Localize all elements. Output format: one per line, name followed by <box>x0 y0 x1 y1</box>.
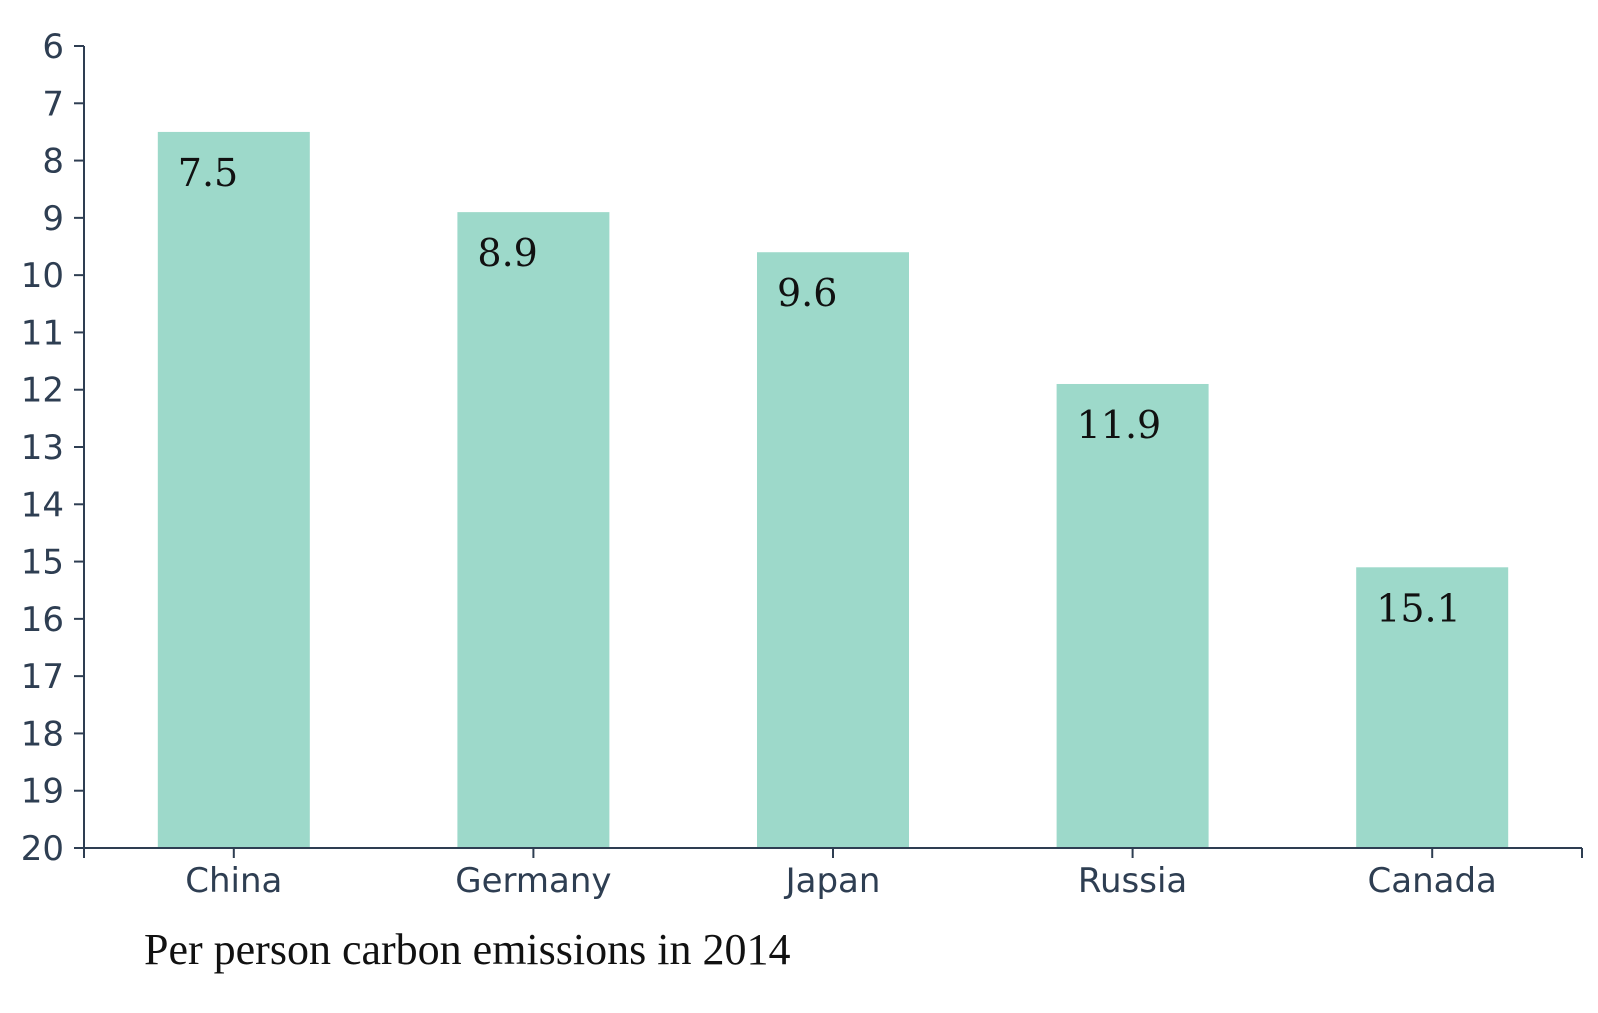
y-tick-label-15: 15 <box>21 543 64 583</box>
y-tick-label-13: 13 <box>21 428 64 468</box>
bar-canada <box>1356 567 1509 848</box>
data-labels-layer: 7.5 8.9 9.6 11.9 15.1 <box>178 151 1461 630</box>
y-tick-label-9: 9 <box>42 199 64 239</box>
y-tick-label-11: 11 <box>21 313 64 353</box>
axes-layer: China Germany Japan Russia Canada 6 7 8 9 10 11 12 1… <box>21 27 1583 901</box>
data-label-germany: 8.9 <box>477 231 537 275</box>
x-tick-label-china: China <box>185 861 282 901</box>
y-tick-label-12: 12 <box>21 371 64 411</box>
bar-russia <box>1056 383 1209 848</box>
y-tick-label-8: 8 <box>42 142 64 182</box>
data-label-russia: 11.9 <box>1077 403 1162 447</box>
y-tick-label-18: 18 <box>21 714 64 754</box>
x-tick-label-canada: Canada <box>1368 861 1497 901</box>
bar-japan <box>757 252 909 848</box>
data-label-japan: 9.6 <box>777 271 837 315</box>
y-tick-label-6: 6 <box>42 27 64 67</box>
x-tick-label-germany: Germany <box>455 861 611 901</box>
y-tick-label-16: 16 <box>21 600 64 640</box>
y-tick-label-10: 10 <box>21 256 64 296</box>
x-tick-label-russia: Russia <box>1078 861 1187 901</box>
bar-china <box>157 131 310 848</box>
bar-germany <box>457 212 610 849</box>
y-tick-label-20: 20 <box>21 829 64 869</box>
x-tick-label-japan: Japan <box>784 861 881 901</box>
data-label-china: 7.5 <box>178 151 238 195</box>
y-tick-label-7: 7 <box>42 84 64 124</box>
y-tick-label-19: 19 <box>21 772 64 812</box>
y-tick-label-14: 14 <box>21 485 64 525</box>
bars-layer <box>157 131 1509 849</box>
chart-title: Per person carbon emissions in 2014 <box>144 925 791 974</box>
y-tick-label-17: 17 <box>21 657 64 697</box>
data-label-canada: 15.1 <box>1376 586 1461 630</box>
